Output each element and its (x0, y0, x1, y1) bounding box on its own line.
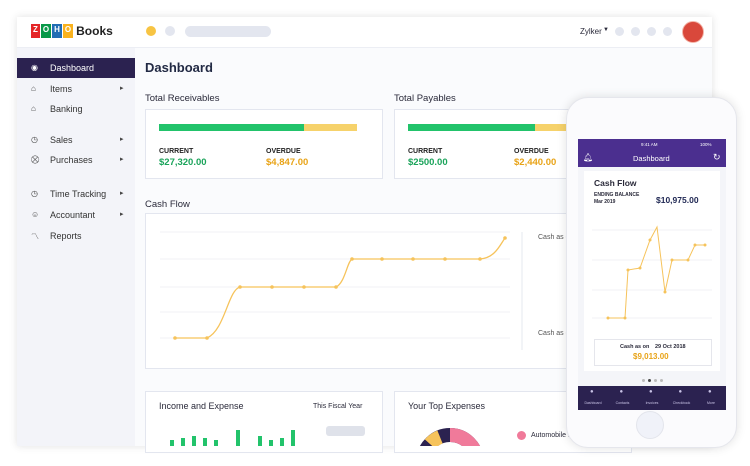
tab-label[interactable]: Dashboard (584, 401, 602, 405)
bell[interactable]: 🔔︎ (583, 153, 594, 162)
phone-card (584, 171, 720, 371)
overdue-label: OVERDUE (514, 148, 549, 155)
card-title: Income and Expense (159, 401, 244, 411)
phone-title: Dashboard (633, 154, 670, 163)
search-bar[interactable] (185, 26, 271, 37)
status-time: 9:41 AM (641, 142, 658, 147)
card-title: Cash Flow (145, 199, 190, 210)
card-title: Total Receivables (145, 93, 220, 104)
logo-letter: O (62, 24, 74, 38)
phone-chart (592, 225, 712, 320)
tab-label[interactable]: Invoices (645, 401, 659, 405)
sidebar (17, 48, 135, 446)
avatar[interactable] (682, 21, 704, 43)
income-bars (170, 430, 295, 446)
sidebar-active (17, 58, 135, 78)
sidebar-item[interactable]: Time Tracking (50, 189, 107, 199)
sidebar-item[interactable]: Items (50, 84, 73, 94)
topbar (17, 17, 712, 48)
caret: ▼ (603, 27, 609, 33)
dot (165, 26, 175, 36)
progress-current (159, 124, 304, 131)
sidebar-icon: ⌂ (31, 104, 36, 113)
sidebar-icon: ◉ (31, 63, 38, 72)
sidebar-item[interactable]: Reports (50, 231, 82, 241)
org-name[interactable]: Zylker (580, 27, 602, 36)
tab-label[interactable]: More (707, 401, 715, 405)
phone-card-title: Cash Flow (594, 178, 637, 188)
cash-as-on: Cash as on (620, 344, 650, 350)
sidebar-item[interactable]: Accountant (50, 210, 96, 220)
donut (420, 428, 480, 446)
sidebar-icon: ◷ (31, 189, 38, 198)
card-title: Your Top Expenses (408, 401, 486, 411)
toggle[interactable] (326, 426, 365, 436)
current-label: CURRENT (408, 148, 443, 155)
current-label: CURRENT (159, 148, 194, 155)
cash-value: $9,013.00 (633, 352, 669, 361)
current-value: $2500.00 (408, 157, 448, 168)
page-title: Dashboard (145, 60, 213, 75)
chevron: ▸ (120, 136, 124, 143)
overdue-label: OVERDUE (266, 148, 301, 155)
current-value: $27,320.00 (159, 157, 207, 168)
sidebar-icon: ☺ (31, 210, 40, 219)
legend-label: Automobile E (531, 432, 573, 439)
tab-icon[interactable]: ● (678, 389, 683, 395)
logo: Z O H O Books (31, 24, 113, 38)
cash-flow-card (145, 213, 617, 369)
sidebar-icon: ◷ (31, 135, 38, 144)
legend-dot (517, 431, 526, 440)
side-label: Cash as o (538, 330, 570, 337)
tab-icon[interactable]: ● (619, 389, 624, 395)
ending-date: Mar 2019 (594, 199, 616, 205)
sidebar-icon: 〽 (31, 232, 39, 241)
progress-current (408, 124, 535, 131)
chevron: ▸ (120, 85, 124, 92)
chevron: ▸ (120, 156, 124, 163)
ending-value: $10,975.00 (656, 195, 699, 205)
side-label: Cash as o (538, 234, 570, 241)
sidebar-icon: ⌂ (31, 84, 36, 93)
dot (146, 26, 156, 36)
tab-label[interactable]: Contacts (615, 401, 630, 405)
receivables-card (145, 109, 383, 179)
sidebar-item[interactable]: Dashboard (50, 63, 95, 73)
status-battery: 100% (700, 142, 712, 147)
tab-icon[interactable]: ● (649, 389, 653, 395)
dots (615, 27, 672, 36)
tab-label[interactable]: Checkbook (672, 401, 691, 405)
logo-letter: H (52, 24, 62, 38)
tab-bar (578, 386, 726, 410)
ending-label: ENDING BALANCE (594, 192, 640, 198)
progress-overdue (304, 124, 357, 131)
sidebar-item[interactable]: Purchases (50, 155, 93, 165)
logo-letter: Z (31, 24, 40, 38)
period-select[interactable]: This Fiscal Year (313, 403, 363, 410)
refresh[interactable]: ↻ (713, 152, 721, 162)
tab-icon[interactable]: ● (590, 389, 594, 395)
tab-icon[interactable]: ● (708, 389, 712, 395)
cash-flow-line (175, 237, 506, 339)
chevron: ▸ (120, 190, 124, 197)
grid (160, 231, 510, 339)
overdue-value: $4,847.00 (266, 157, 309, 168)
sidebar-item[interactable]: Sales (50, 135, 73, 145)
cash-box (594, 339, 712, 366)
chevron: ▸ (120, 211, 124, 218)
cash-flow-dots (173, 236, 507, 340)
logo-letter: O (40, 24, 52, 38)
sidebar-icon: ⛒ (31, 155, 40, 164)
overdue-value: $2,440.00 (514, 157, 557, 168)
home-button[interactable] (636, 411, 664, 439)
cash-date: 29 Oct 2018 (655, 344, 686, 350)
phone-header (578, 139, 726, 167)
logo-product: Books (76, 24, 113, 38)
pager (642, 379, 663, 382)
sidebar-item[interactable]: Banking (50, 104, 83, 114)
card-title: Total Payables (394, 93, 456, 104)
